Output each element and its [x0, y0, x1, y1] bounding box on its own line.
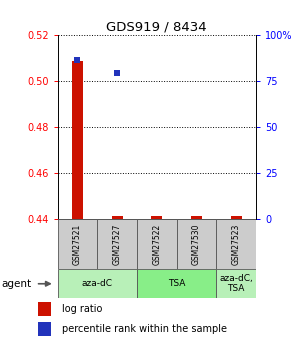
FancyBboxPatch shape — [216, 219, 256, 269]
Text: percentile rank within the sample: percentile rank within the sample — [62, 324, 227, 334]
Title: GDS919 / 8434: GDS919 / 8434 — [106, 20, 207, 33]
Text: GSM27521: GSM27521 — [73, 224, 82, 265]
Text: GSM27530: GSM27530 — [192, 223, 201, 265]
Text: aza-dC: aza-dC — [82, 279, 113, 288]
FancyBboxPatch shape — [177, 219, 216, 269]
FancyBboxPatch shape — [58, 269, 137, 298]
Bar — [38, 302, 51, 316]
Bar — [38, 322, 51, 336]
Text: GSM27522: GSM27522 — [152, 224, 161, 265]
FancyBboxPatch shape — [137, 269, 216, 298]
FancyBboxPatch shape — [216, 269, 256, 298]
Text: GSM27527: GSM27527 — [113, 224, 122, 265]
Text: log ratio: log ratio — [62, 304, 103, 314]
Text: TSA: TSA — [168, 279, 185, 288]
Bar — [151, 216, 162, 219]
FancyBboxPatch shape — [97, 219, 137, 269]
Text: agent: agent — [2, 279, 32, 289]
Bar — [112, 216, 123, 219]
FancyBboxPatch shape — [137, 219, 177, 269]
Bar — [231, 216, 242, 219]
Bar — [191, 216, 202, 219]
Text: aza-dC,
TSA: aza-dC, TSA — [219, 274, 253, 293]
Bar — [72, 61, 83, 219]
FancyBboxPatch shape — [58, 219, 97, 269]
Text: GSM27523: GSM27523 — [232, 224, 241, 265]
